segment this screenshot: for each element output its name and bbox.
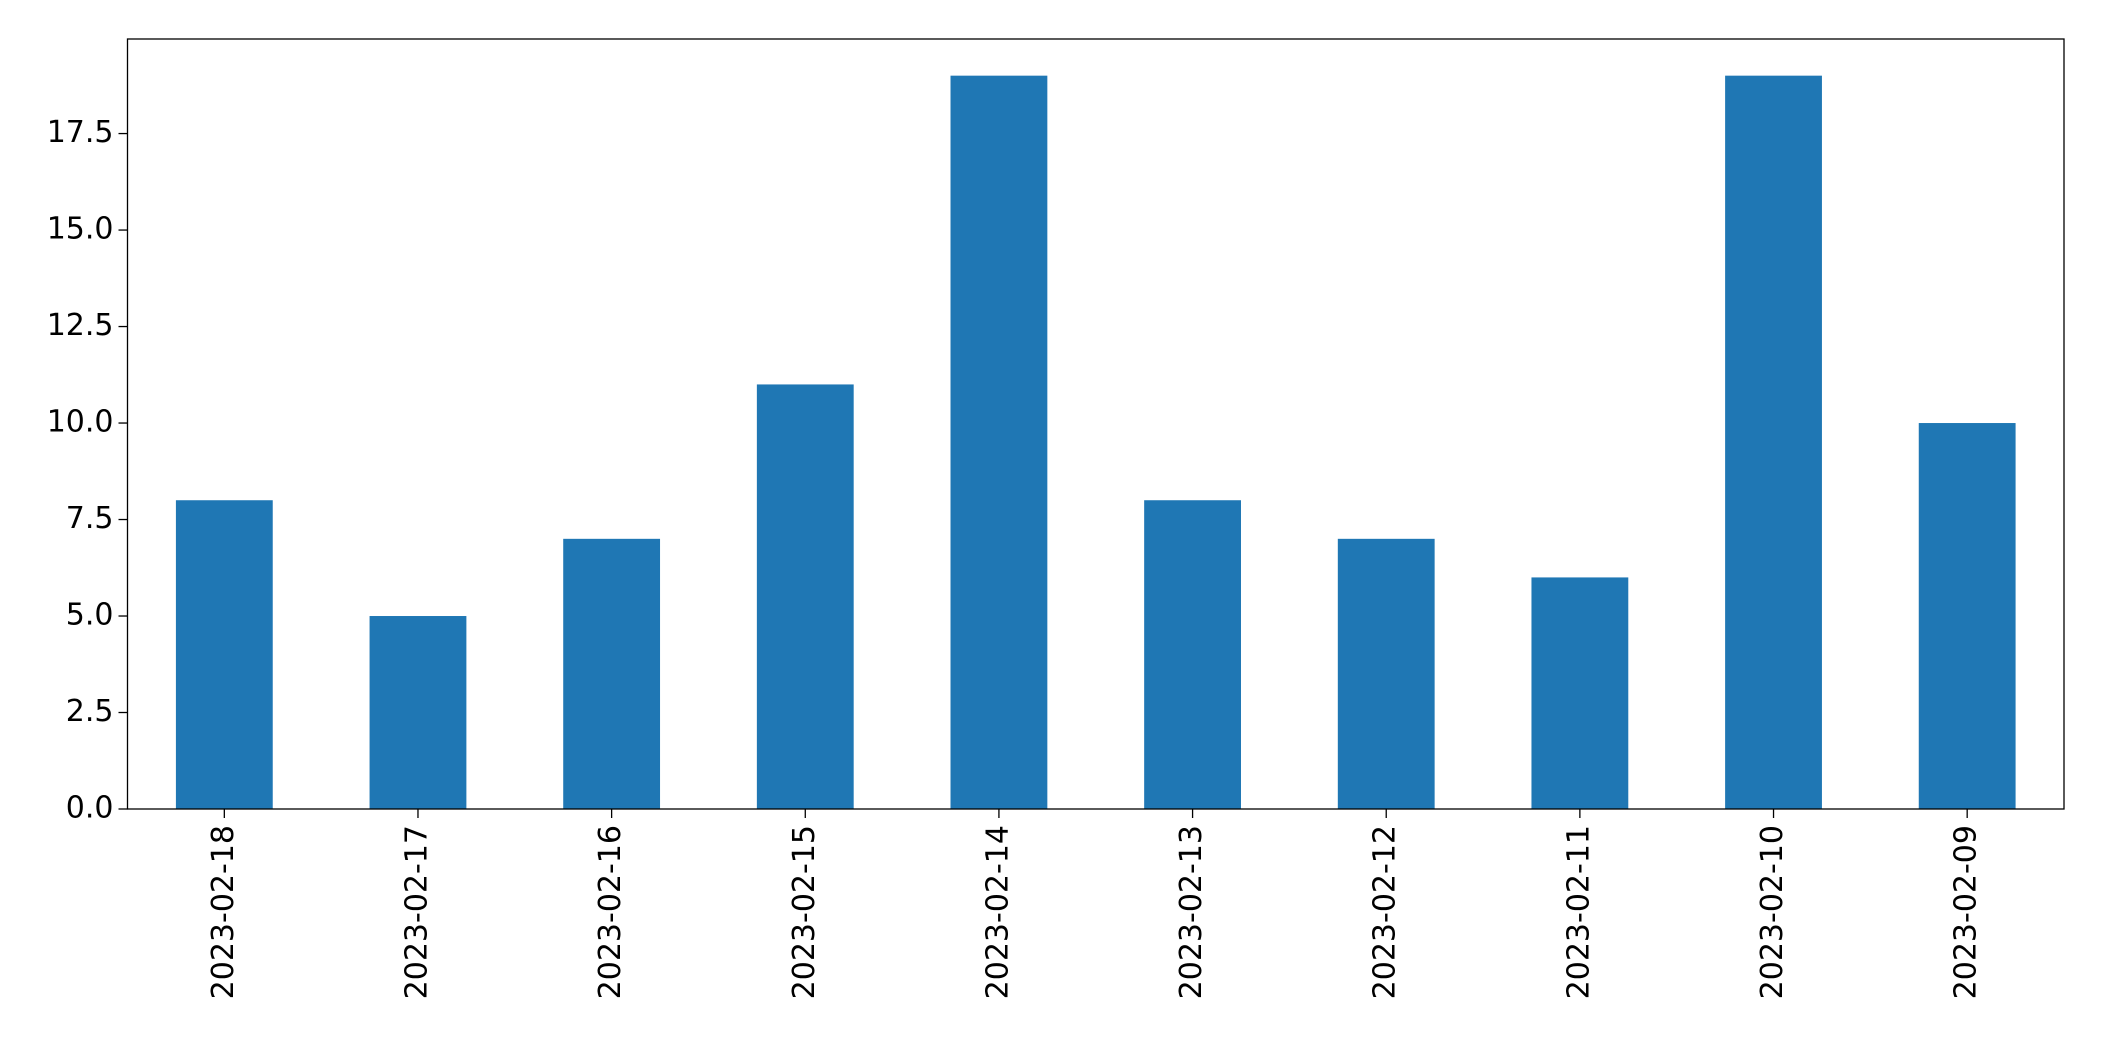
bar	[175, 500, 273, 809]
bar	[1337, 538, 1435, 809]
y-tick-label: 0.0	[66, 791, 114, 826]
bar	[1531, 577, 1629, 809]
bar	[563, 538, 661, 809]
y-tick-label: 7.5	[66, 501, 114, 536]
x-tick-label: 2023-02-10	[1755, 825, 1790, 999]
y-tick-label: 17.5	[47, 115, 114, 150]
bar	[950, 75, 1048, 809]
bar	[1144, 500, 1241, 809]
x-tick-label: 2023-02-12	[1368, 825, 1403, 999]
x-tick-label: 2023-02-15	[787, 825, 822, 999]
x-tick-label: 2023-02-09	[1949, 825, 1984, 999]
plot-frame	[126, 38, 2065, 810]
x-tick-label: 2023-02-18	[206, 825, 241, 999]
bar	[369, 616, 467, 809]
y-tick-label: 15.0	[47, 212, 114, 247]
bar	[1725, 75, 1822, 809]
y-tick-label: 2.5	[66, 694, 114, 729]
x-tick-label: 2023-02-13	[1174, 825, 1209, 999]
x-tick-label: 2023-02-16	[593, 825, 628, 999]
y-tick-label: 12.5	[47, 308, 114, 343]
x-tick-label: 2023-02-11	[1561, 825, 1596, 999]
bar	[1918, 423, 2016, 809]
y-tick-label: 10.0	[47, 405, 114, 440]
bar	[756, 384, 854, 809]
y-tick-label: 5.0	[66, 598, 114, 633]
x-tick-label: 2023-02-17	[399, 825, 434, 999]
x-tick-label: 2023-02-14	[980, 825, 1015, 999]
